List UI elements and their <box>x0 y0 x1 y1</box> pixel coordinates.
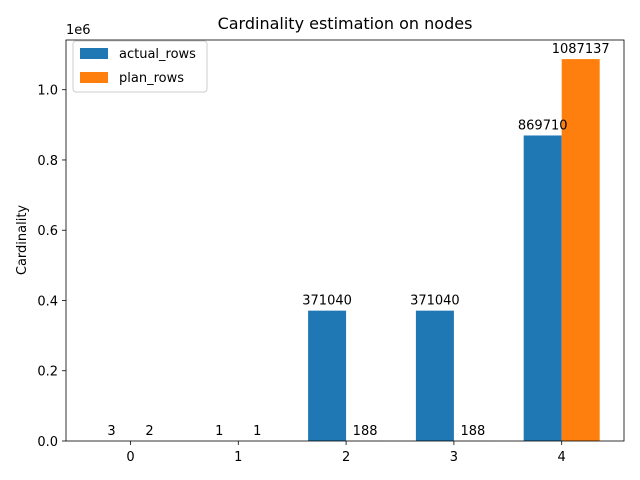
data-label-plan-rows-0: 2 <box>145 424 153 439</box>
bar-actual-rows-2 <box>308 310 347 441</box>
y-tick-label: 1.0 <box>37 84 58 99</box>
data-label-actual-rows-0: 3 <box>107 424 115 439</box>
y-tick-label: 0.6 <box>37 224 58 239</box>
chart-title: Cardinality estimation on nodes <box>218 14 473 33</box>
legend-swatch-plan-rows <box>80 72 108 83</box>
data-label-plan-rows-1: 1 <box>253 424 261 439</box>
x-tick-label: 0 <box>126 450 134 465</box>
legend-label-actual-rows: actual_rows <box>119 47 196 62</box>
y-scale-label: 1e6 <box>66 23 91 38</box>
data-label-actual-rows-2: 371040 <box>302 294 352 309</box>
y-tick-label: 0.0 <box>37 435 58 450</box>
data-label-actual-rows-4: 869710 <box>518 118 568 133</box>
data-label-plan-rows-3: 188 <box>460 424 485 439</box>
data-label-actual-rows-1: 1 <box>215 424 223 439</box>
y-axis: 0.0 0.2 0.4 0.6 0.8 1.0 <box>37 84 66 450</box>
bar-actual-rows-4 <box>523 135 562 442</box>
plot-frame <box>65 39 625 442</box>
x-axis: 0 1 2 3 4 <box>126 441 566 465</box>
legend-label-plan-rows: plan_rows <box>119 71 184 86</box>
data-label-actual-rows-3: 371040 <box>410 294 460 309</box>
legend-swatch-actual-rows <box>80 48 108 59</box>
x-tick-label: 3 <box>450 450 458 465</box>
y-axis-label: Cardinality <box>15 205 30 276</box>
y-tick-label: 0.2 <box>37 365 58 380</box>
data-label-plan-rows-2: 188 <box>353 424 378 439</box>
legend: actual_rows plan_rows <box>72 40 208 93</box>
bars-group <box>92 59 600 442</box>
x-tick-label: 1 <box>234 450 242 465</box>
data-labels-group: 3 1 371040 371040 869710 2 1 188 188 1087137 <box>107 42 609 439</box>
y-tick-label: 0.8 <box>37 154 58 169</box>
data-label-plan-rows-4: 1087137 <box>552 42 610 57</box>
bar-plan-rows-4 <box>561 59 600 442</box>
x-tick-label: 4 <box>558 450 566 465</box>
y-tick-label: 0.4 <box>37 294 58 309</box>
x-tick-label: 2 <box>342 450 350 465</box>
bar-actual-rows-3 <box>415 310 454 441</box>
